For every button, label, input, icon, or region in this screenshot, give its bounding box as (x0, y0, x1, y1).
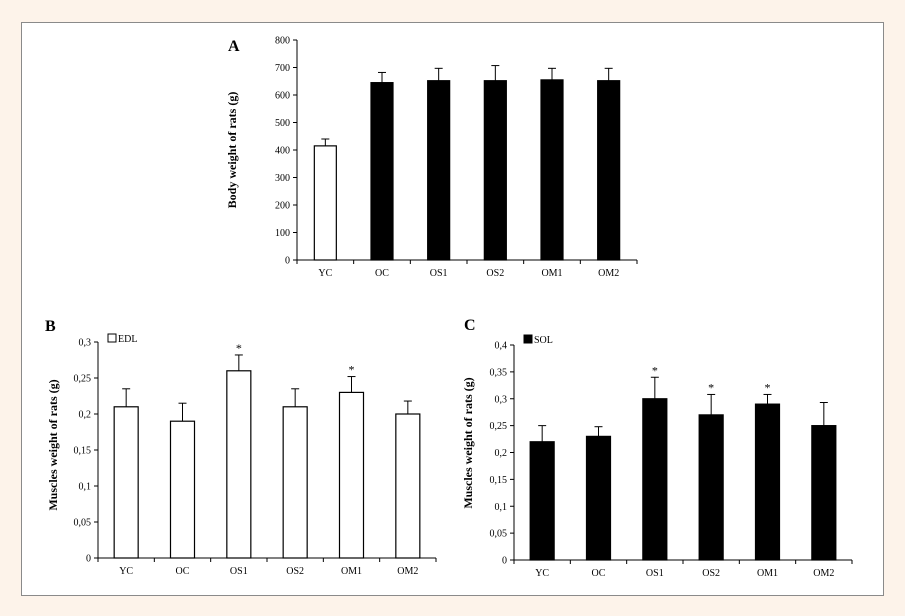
panel-a-y-tick-label: 600 (275, 91, 290, 102)
panel-c-y-tick-label: 0,25 (490, 421, 508, 432)
panel-a-bar-om1 (540, 79, 564, 261)
panel-c-letter: C (464, 317, 476, 334)
panel-c-category-label: YC (535, 568, 549, 579)
panel-b-category-label: OM1 (341, 566, 362, 577)
panel-a-y-tick-label: 200 (275, 201, 290, 212)
panel-a-category-label: YC (318, 268, 332, 279)
panel-b-bar-oc (169, 420, 196, 559)
panel-c-bars: * * * (529, 363, 837, 561)
panel-a-letter: A (228, 38, 240, 55)
panel-b-bar-om1 (338, 391, 365, 559)
panel-c-bar-oc (585, 435, 612, 561)
panel-c-y-tick-label: 0,2 (495, 448, 508, 459)
panel-c-y-tick-label: 0,15 (490, 475, 508, 486)
panel-c-axes: 0 0,05 0,1 0,15 0,2 0,25 0,3 0,35 0,4 YC OC OS1 OS2 O… (490, 341, 853, 579)
panel-b-y-tick-label: 0,05 (74, 518, 92, 529)
panel-c-category-label: OM1 (757, 568, 778, 579)
panel-c-bar-os2 (698, 414, 724, 561)
panel-b-y-tick-label: 0,25 (74, 374, 92, 385)
panel-a-ylabel: Body weight of rats (g) (225, 92, 239, 209)
panel-a-y-tick-label: 400 (275, 146, 290, 157)
panel-b-y-tick-label: 0 (86, 554, 91, 565)
panel-a-bar-os2 (483, 80, 507, 261)
panel-a-y-tick-label: 500 (275, 118, 290, 129)
panel-a-bar-oc (370, 82, 394, 261)
panel-b-legend-swatch (107, 333, 117, 343)
panel-b-bars: ** (113, 341, 421, 559)
panel-b-axes: 0 0,05 0,1 0,15 0,2 0,25 0,3 YC OC OS1 OS2 OM1 OM2 (74, 338, 437, 577)
panel-a-y-tick-label: 0 (285, 256, 290, 267)
panel-a-category-label: OS2 (486, 268, 504, 279)
panel-c-significance-mark: * (652, 363, 658, 377)
panel-a-y-tick-label: 700 (275, 63, 290, 74)
panel-c-bar-yc (529, 441, 555, 561)
panel-c-y-tick-label: 0,1 (495, 502, 508, 513)
panel-c-significance-mark: * (765, 380, 771, 394)
panel-c-category-label: OM2 (813, 568, 834, 579)
panel-c-y-tick-label: 0 (502, 556, 507, 567)
panel-a-y-tick-label: 800 (275, 36, 290, 47)
panel-b-category-label: OC (176, 566, 190, 577)
panel-b-significance-mark: * (236, 341, 242, 355)
panel-a-category-label: OS1 (430, 268, 448, 279)
panel-a-y-tick-label: 100 (275, 228, 290, 239)
panel-c-bar-om1 (754, 403, 781, 561)
panel-c-y-tick-label: 0,3 (495, 394, 508, 405)
panel-c-bar-os1 (642, 398, 668, 561)
panel-b-bar-yc (113, 406, 139, 559)
panel-a-bar-om2 (597, 80, 621, 261)
panel-b-category-label: OS1 (230, 566, 248, 577)
panel-b-y-tick-label: 0,2 (79, 410, 92, 421)
panel-c-category-label: OS1 (646, 568, 664, 579)
panel-b-letter: B (45, 318, 56, 335)
panel-b-significance-mark: * (349, 363, 355, 377)
panel-a-bar-os1 (427, 80, 451, 261)
panel-a-chart: A Body weight of rats (g) 0 100 200 300 400 5… (225, 36, 638, 279)
panel-a-bars (313, 65, 621, 261)
panel-b-bar-os2 (282, 406, 308, 559)
panel-b-chart: B Muscles weight of rats (g) 0 0,05 0,1 0,1… (45, 318, 437, 577)
panel-c-y-tick-label: 0,35 (490, 367, 508, 378)
panel-a-y-tick-label: 300 (275, 173, 290, 184)
panel-c-legend-label: SOL (534, 335, 553, 346)
panel-b-legend-label: EDL (118, 334, 137, 345)
panel-a-bar-yc (313, 145, 337, 261)
panel-b-y-tick-label: 0,3 (79, 338, 92, 349)
panel-b-category-label: OM2 (397, 566, 418, 577)
panel-c-significance-mark: * (708, 380, 714, 394)
panel-c-y-tick-label: 0,05 (490, 529, 508, 540)
panel-c-category-label: OC (592, 568, 606, 579)
panel-c-bar-om2 (811, 425, 837, 561)
panel-c-y-tick-label: 0,4 (495, 341, 508, 352)
panel-a-category-label: OM2 (598, 268, 619, 279)
panel-b-y-tick-label: 0,15 (74, 446, 92, 457)
panel-b-bar-os1 (226, 370, 252, 559)
panel-b-bar-om2 (395, 413, 421, 559)
panel-c-chart: C Muscles weight of rats (g) 0 0,05 0,1 0,1… (461, 317, 853, 579)
panel-a-axes: 0 100 200 300 400 500 600 700 800 YC OC OS1 OS2 OM1 OM… (275, 36, 638, 279)
panel-c-ylabel: Muscles weight of rats (g) (461, 377, 475, 508)
panel-b-category-label: OS2 (286, 566, 304, 577)
figure-frame (21, 22, 884, 596)
panel-b-ylabel: Muscles weight of rats (g) (46, 379, 60, 510)
panel-a-category-label: OM1 (541, 268, 562, 279)
panel-b-category-label: YC (119, 566, 133, 577)
panel-c-category-label: OS2 (702, 568, 720, 579)
panel-b-y-tick-label: 0,1 (79, 482, 92, 493)
panel-c-legend-swatch (523, 334, 533, 344)
panel-a-category-label: OC (375, 268, 389, 279)
